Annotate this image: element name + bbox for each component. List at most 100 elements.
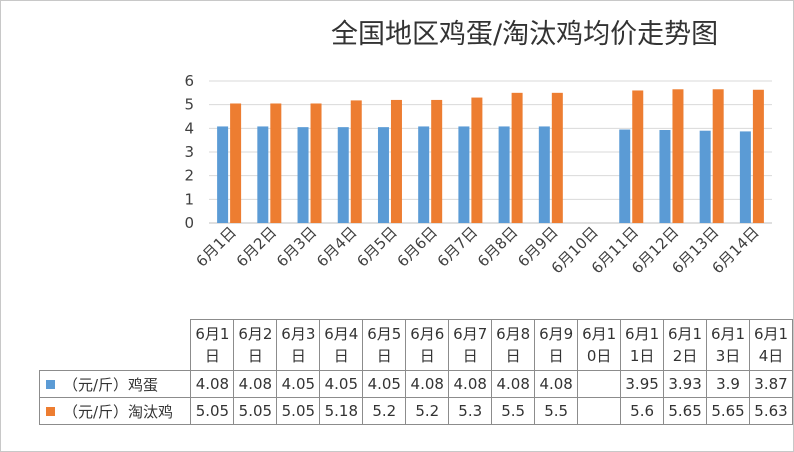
legend-entry: （元/斤）淘汰鸡 — [38, 397, 192, 425]
y-tick-label: 1 — [184, 190, 194, 208]
table-date-header: 6月6日 — [405, 319, 450, 371]
table-cell: 5.05 — [276, 397, 321, 425]
culled-hen-price-bar — [390, 99, 402, 223]
culled-hen-price-bar — [712, 89, 724, 224]
table-date-label: 6月7日 — [453, 325, 488, 365]
table-cell: 3.95 — [620, 370, 665, 398]
table-date-label: 6月5日 — [367, 325, 402, 365]
legend-color-key — [46, 379, 55, 389]
table-date-header: 6月14日 — [749, 319, 793, 371]
table-cell: 4.08 — [190, 370, 235, 398]
egg-price-bar — [377, 127, 389, 223]
table-cell: 3.9 — [706, 370, 751, 398]
x-tick-label: 6月4日 — [313, 223, 360, 270]
table-date-header: 6月8日 — [491, 319, 536, 371]
table-row: （元/斤）鸡蛋 4.08 4.08 4.05 4.05 4.05 4.08 4.08 4.08 4… — [38, 370, 793, 398]
egg-price-bar — [619, 129, 631, 223]
table-date-header: 6月2日 — [233, 319, 278, 371]
table-cell: 5.65 — [706, 397, 751, 425]
table-row: （元/斤）淘汰鸡 5.05 5.05 5.05 5.18 5.2 5.2 5.3 5.5 5.5 5… — [38, 397, 793, 425]
chart-title: 全国地区鸡蛋/淘汰鸡均价走势图 — [331, 19, 719, 50]
table-date-label: 6月13日 — [710, 325, 746, 365]
egg-price-bar — [538, 126, 550, 223]
table-corner — [39, 319, 192, 371]
table-date-label: 6月14日 — [753, 325, 789, 365]
table-date-label: 6月1日 — [195, 325, 230, 365]
table-date-label: 6月11日 — [625, 325, 660, 365]
table-cell: 4.05 — [362, 370, 407, 398]
table-cell: 5.63 — [749, 397, 793, 425]
table-cell: 5.65 — [663, 397, 708, 425]
table-date-label: 6月4日 — [324, 325, 359, 365]
table-date-label: 6月12日 — [668, 325, 703, 365]
table-cell: 5.05 — [233, 397, 278, 425]
table-cell: 5.2 — [405, 397, 450, 425]
x-tick-label: 6月5日 — [353, 223, 400, 270]
egg-price-bar — [297, 127, 309, 223]
table-cell: 4.08 — [405, 370, 450, 398]
y-tick-label: 6 — [184, 72, 194, 90]
table-cell: 5.6 — [620, 397, 665, 425]
table-date-header: 6月13日 — [706, 319, 751, 371]
culled-hen-price-bar — [752, 89, 764, 223]
table-date-label: 6月9日 — [539, 325, 574, 365]
table-cell: 3.87 — [749, 370, 793, 398]
egg-price-bar — [418, 126, 430, 223]
egg-price-bar — [337, 127, 349, 223]
table-date-header: 6月7日 — [448, 319, 493, 371]
y-tick-label: 3 — [184, 143, 194, 161]
culled-hen-price-bar — [551, 92, 563, 223]
legend-entry: （元/斤）鸡蛋 — [38, 370, 192, 398]
data-table: 6月1日 6月2日 6月3日 6月4日 6月5日 6月6日 6月7日 6月8日 6月9日 6月10… — [38, 319, 793, 425]
culled-hen-price-bar — [511, 92, 523, 223]
table-date-label: 6月3日 — [281, 325, 316, 365]
table-cell: 3.93 — [663, 370, 708, 398]
table-cell: 5.18 — [319, 397, 364, 425]
egg-price-bar — [257, 126, 269, 223]
table-cell: 5.05 — [190, 397, 235, 425]
date-header-row: 6月1日 6月2日 6月3日 6月4日 6月5日 6月6日 6月7日 6月8日 6月9日 6月10… — [39, 319, 793, 371]
table-cell: 5.5 — [534, 397, 579, 425]
table-cell: 4.08 — [534, 370, 579, 398]
table-cell — [577, 397, 622, 425]
table-cell — [577, 370, 622, 398]
table-cell: 4.08 — [448, 370, 493, 398]
x-tick-label: 6月7日 — [434, 223, 481, 270]
culled-hen-price-bar — [230, 103, 242, 223]
x-tick-label: 6月2日 — [233, 223, 280, 270]
culled-hen-price-bar — [471, 97, 483, 223]
table-date-label: 6月6日 — [410, 325, 445, 365]
culled-hen-price-bar — [431, 99, 443, 223]
table-cell: 5.3 — [448, 397, 493, 425]
table-cell: 4.05 — [276, 370, 321, 398]
table-date-header: 6月1日 — [190, 319, 235, 371]
culled-hen-price-bar — [672, 89, 684, 224]
egg-price-bar — [659, 129, 671, 223]
egg-price-bar — [739, 131, 751, 223]
y-tick-label: 0 — [184, 214, 194, 232]
egg-price-bar — [699, 130, 711, 223]
table-cell: 4.08 — [491, 370, 536, 398]
table-cell: 4.05 — [319, 370, 364, 398]
table-date-header: 6月3日 — [276, 319, 321, 371]
x-tick-label: 6月6日 — [394, 223, 441, 270]
x-tick-label: 6月8日 — [474, 223, 521, 270]
table-date-header: 6月10日 — [577, 319, 622, 371]
table-date-header: 6月12日 — [663, 319, 708, 371]
table-date-header: 6月5日 — [362, 319, 407, 371]
egg-price-bar — [217, 126, 229, 223]
table-date-label: 6月10日 — [582, 325, 617, 365]
table-date-label: 6月2日 — [238, 325, 273, 365]
y-tick-label: 4 — [184, 119, 194, 137]
table-date-header: 6月4日 — [319, 319, 364, 371]
egg-price-bar — [498, 126, 510, 223]
table-date-header: 6月9日 — [534, 319, 579, 371]
culled-hen-price-bar — [270, 103, 282, 223]
legend-series-name: （元/斤）淘汰鸡 — [63, 402, 174, 421]
table-date-label: 6月8日 — [496, 325, 531, 365]
y-tick-label: 5 — [184, 96, 194, 114]
legend-series-name: （元/斤）鸡蛋 — [63, 375, 159, 394]
culled-hen-price-bar — [350, 100, 362, 223]
